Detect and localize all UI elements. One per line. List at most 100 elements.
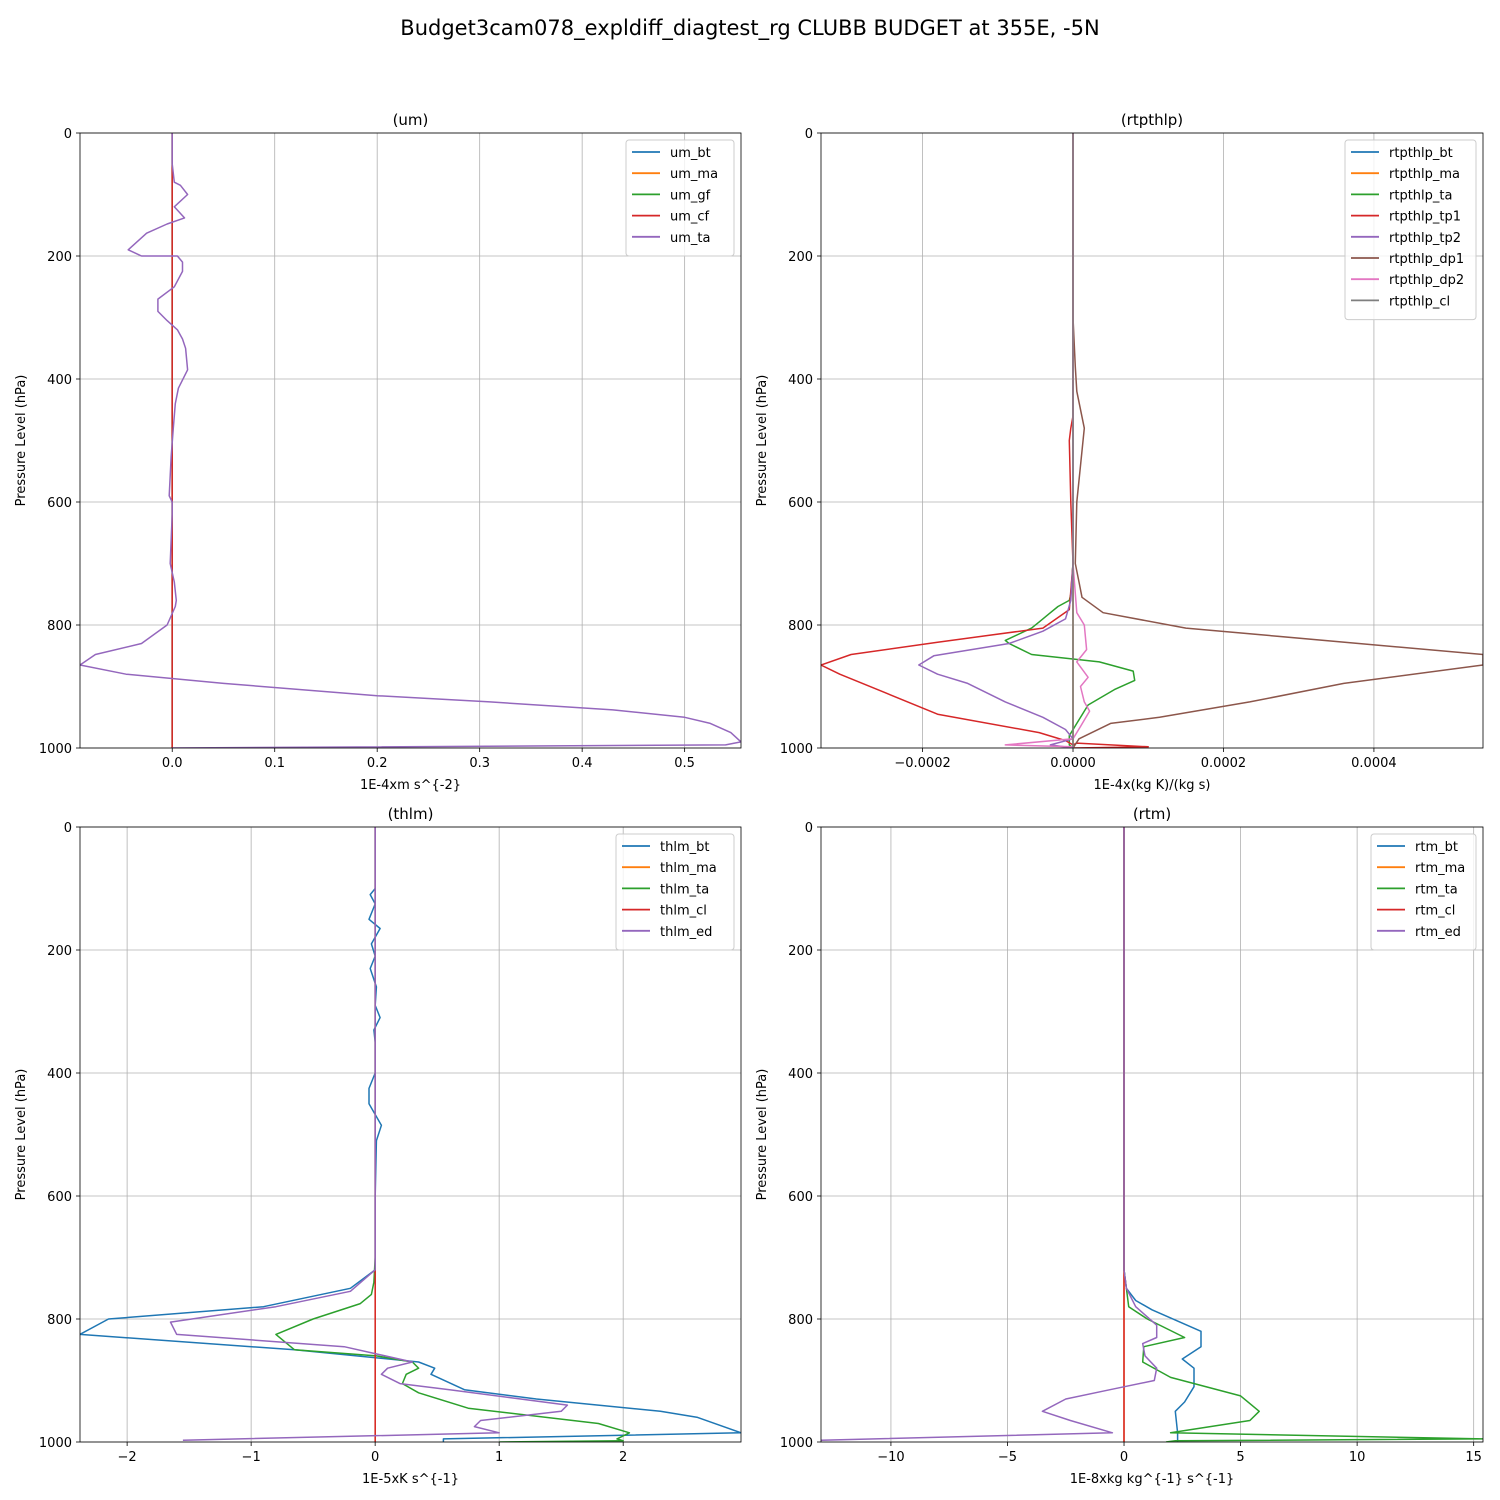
legend-entry: um_ta bbox=[670, 231, 710, 246]
panel-title: (rtpthlp) bbox=[1121, 111, 1183, 129]
x-tick-label: 10 bbox=[1349, 1450, 1366, 1465]
legend: thlm_bt thlm_ma thlm_ta thlm_cl thlm_ed bbox=[615, 833, 735, 951]
x-axis-label: 1E-8xkg kg^{-1} s^{-1} bbox=[1070, 1472, 1235, 1487]
y-tick-label: 0 bbox=[805, 821, 813, 836]
legend-entry: thlm_ta bbox=[660, 882, 709, 897]
series-line-thlm_ta bbox=[275, 827, 631, 1442]
x-tick-label: 0.5 bbox=[674, 756, 695, 771]
y-tick-label: 200 bbox=[788, 944, 813, 959]
legend-entry: rtm_bt bbox=[1415, 840, 1458, 855]
x-tick-label: 1 bbox=[495, 1450, 503, 1465]
x-tick-label: −5 bbox=[998, 1450, 1017, 1465]
axes-frame bbox=[820, 132, 1484, 749]
y-tick-label: 400 bbox=[47, 373, 72, 388]
x-tick-label: 0.4 bbox=[572, 756, 593, 771]
series-line-rtpthlp_dp2 bbox=[1004, 133, 1091, 748]
y-tick-label: 600 bbox=[788, 1190, 813, 1205]
y-tick-label: 800 bbox=[47, 619, 72, 634]
y-tick-label: 1000 bbox=[39, 742, 72, 757]
y-tick-label: 600 bbox=[47, 1190, 72, 1205]
x-tick-label: −2 bbox=[118, 1450, 137, 1465]
x-tick-label: 0.3 bbox=[469, 756, 490, 771]
legend-entry: um_ma bbox=[670, 167, 718, 182]
y-tick-label: 600 bbox=[47, 496, 72, 511]
x-tick-label: 0 bbox=[371, 1450, 379, 1465]
legend: rtm_bt rtm_ma rtm_ta rtm_cl rtm_ed bbox=[1370, 833, 1477, 951]
legend-entry: rtm_ta bbox=[1415, 882, 1458, 897]
series-line-rtpthlp_tp2 bbox=[918, 133, 1074, 748]
x-tick-label: −0.0002 bbox=[894, 756, 950, 771]
legend: rtpthlp_bt rtpthlp_ma rtpthlp_ta rtpthlp_tp… bbox=[1344, 139, 1477, 321]
y-tick-label: 600 bbox=[788, 496, 813, 511]
series-line-rtm_bt bbox=[1123, 827, 1202, 1442]
legend-box bbox=[1344, 139, 1477, 321]
x-tick-label: 0 bbox=[1120, 1450, 1128, 1465]
x-axis-label: 1E-4xm s^{-2} bbox=[360, 778, 461, 793]
x-tick-label: 0.2 bbox=[367, 756, 388, 771]
series-line-um_ta bbox=[80, 133, 741, 748]
legend-entry: rtpthlp_ma bbox=[1389, 167, 1460, 182]
legend-entry: rtpthlp_tp2 bbox=[1389, 231, 1461, 246]
legend-box bbox=[1370, 833, 1477, 951]
legend-entry: rtm_ed bbox=[1415, 925, 1461, 940]
panel-3: −2 −1 0 1 2 0 200 400 600 800 1000 (thlm) 1E-5xK s^{… bbox=[14, 805, 742, 1487]
y-tick-label: 1000 bbox=[780, 1436, 813, 1451]
panel-2: −0.0002 0.0000 0.0002 0.0004 0 200 400 600 800 10… bbox=[755, 111, 1484, 793]
legend-box bbox=[615, 833, 735, 951]
x-tick-label: −1 bbox=[242, 1450, 261, 1465]
series-line-rtpthlp_dp1 bbox=[1072, 133, 1483, 748]
x-tick-label: 0.1 bbox=[264, 756, 285, 771]
axes-frame bbox=[820, 826, 1484, 1443]
y-axis-label: Pressure Level (hPa) bbox=[14, 375, 29, 507]
legend-entry: um_cf bbox=[670, 210, 710, 225]
y-tick-label: 800 bbox=[788, 1313, 813, 1328]
series-group bbox=[821, 827, 1483, 1442]
legend-entry: rtpthlp_tp1 bbox=[1389, 210, 1461, 225]
y-tick-label: 400 bbox=[47, 1067, 72, 1082]
y-tick-label: 1000 bbox=[39, 1436, 72, 1451]
y-tick-label: 200 bbox=[47, 944, 72, 959]
legend-entry: um_gf bbox=[670, 188, 711, 203]
series-line-thlm_bt bbox=[80, 827, 741, 1442]
panel-title: (um) bbox=[393, 111, 429, 129]
figure-suptitle: Budget3cam078_expldiff_diagtest_rg CLUBB… bbox=[400, 16, 1100, 40]
legend-entry: rtm_ma bbox=[1415, 861, 1465, 876]
x-tick-label: 0.0 bbox=[162, 756, 183, 771]
legend-entry: rtpthlp_dp1 bbox=[1389, 252, 1464, 267]
legend-entry: thlm_cl bbox=[660, 904, 707, 919]
series-group bbox=[80, 827, 741, 1442]
legend-entry: rtm_cl bbox=[1415, 904, 1455, 919]
series-group bbox=[821, 133, 1483, 748]
y-tick-label: 1000 bbox=[780, 742, 813, 757]
panel-4: −10 −5 0 5 10 15 0 200 400 600 800 1000 (rtm) 1E-8xkg… bbox=[755, 805, 1484, 1487]
panel-title: (rtm) bbox=[1133, 805, 1171, 823]
legend-entry: rtpthlp_dp2 bbox=[1389, 273, 1464, 288]
y-axis-label: Pressure Level (hPa) bbox=[755, 375, 770, 507]
y-tick-label: 400 bbox=[788, 1067, 813, 1082]
x-axis-label: 1E-4x(kg K)/(kg s) bbox=[1094, 778, 1211, 793]
panel-title: (thlm) bbox=[388, 805, 434, 823]
x-tick-label: 0.0004 bbox=[1351, 756, 1397, 771]
y-tick-label: 200 bbox=[47, 250, 72, 265]
x-tick-label: 15 bbox=[1465, 1450, 1482, 1465]
y-axis-label: Pressure Level (hPa) bbox=[755, 1069, 770, 1201]
legend-entry: rtpthlp_bt bbox=[1389, 146, 1453, 161]
y-tick-label: 800 bbox=[47, 1313, 72, 1328]
legend-box bbox=[625, 139, 735, 257]
y-tick-label: 0 bbox=[64, 127, 72, 142]
series-line-rtm_ed bbox=[821, 827, 1158, 1441]
y-tick-label: 200 bbox=[788, 250, 813, 265]
axes-frame bbox=[79, 132, 742, 749]
y-tick-label: 800 bbox=[788, 619, 813, 634]
x-tick-label: −10 bbox=[877, 1450, 904, 1465]
legend-entry: thlm_ed bbox=[660, 925, 712, 940]
x-axis-label: 1E-5xK s^{-1} bbox=[362, 1472, 459, 1487]
y-tick-label: 400 bbox=[788, 373, 813, 388]
axes-frame bbox=[79, 826, 742, 1443]
x-tick-label: 0.0002 bbox=[1201, 756, 1247, 771]
x-tick-label: 0.0000 bbox=[1050, 756, 1096, 771]
legend-entry: thlm_bt bbox=[660, 840, 709, 855]
x-tick-label: 2 bbox=[619, 1450, 627, 1465]
legend-entry: rtpthlp_cl bbox=[1389, 294, 1450, 309]
